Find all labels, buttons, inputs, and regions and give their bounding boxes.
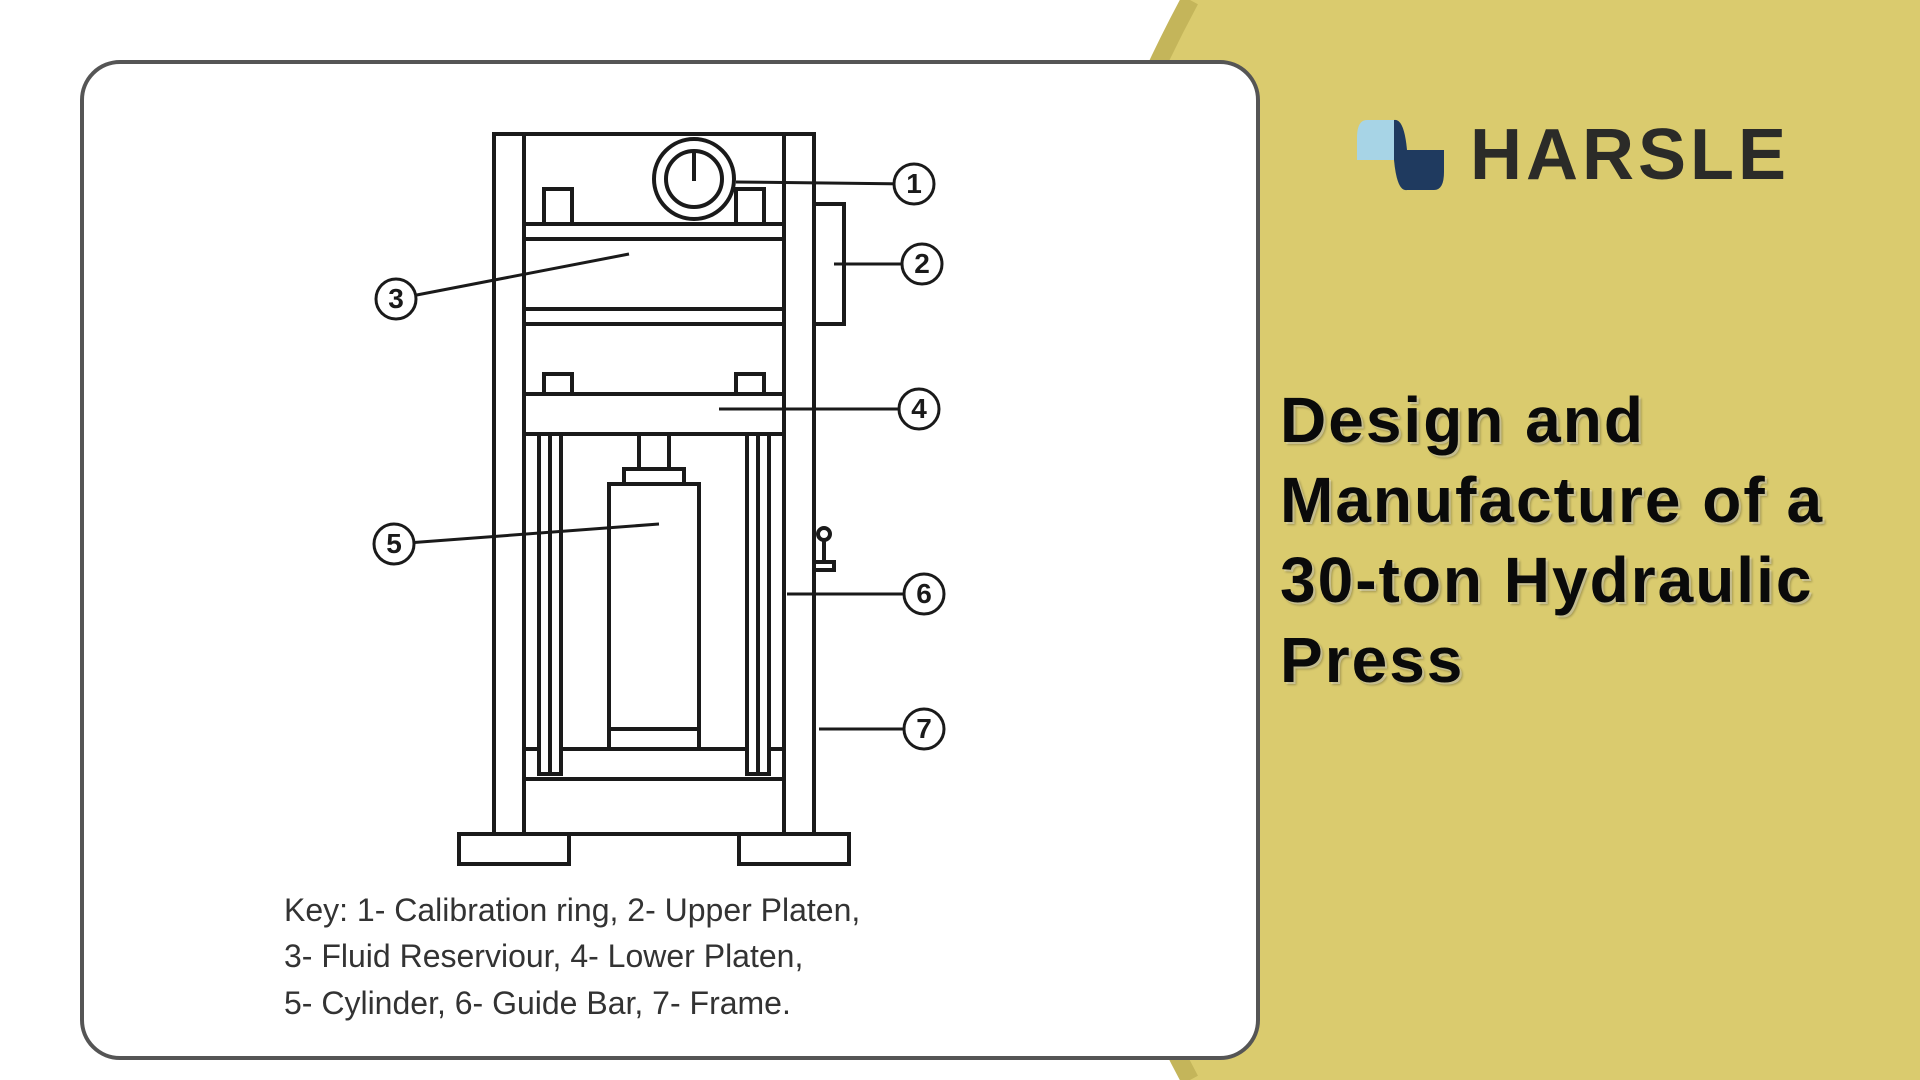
callout-label-2: 2 [914, 248, 930, 279]
callout-label-3: 3 [388, 283, 404, 314]
key-line-1: Key: 1- Calibration ring, 2- Upper Plate… [284, 887, 860, 933]
title-block: Design and Manufacture of a 30-ton Hydra… [1280, 380, 1840, 700]
callout-label-5: 5 [386, 528, 402, 559]
callout-label-7: 7 [916, 713, 932, 744]
key-line-2: 3- Fluid Reserviour, 4- Lower Platen, [284, 933, 860, 979]
hydraulic-press-diagram: 1 2 3 4 5 6 7 [264, 74, 1044, 904]
callout-leader-1 [736, 182, 914, 184]
key-line-3: 5- Cylinder, 6- Guide Bar, 7- Frame. [284, 980, 860, 1026]
brand-name: HARSLE [1470, 114, 1790, 196]
diagram-panel: 1 2 3 4 5 6 7 Key: 1- Calibration ring, 2- Upp… [80, 60, 1260, 1060]
page-title: Design and Manufacture of a 30-ton Hydra… [1280, 380, 1840, 700]
callout-label-1: 1 [906, 168, 922, 199]
callout-label-4: 4 [911, 393, 927, 424]
brand-logo-icon [1352, 110, 1450, 200]
diagram-key: Key: 1- Calibration ring, 2- Upper Plate… [284, 887, 860, 1026]
callout-label-6: 6 [916, 578, 932, 609]
brand-logo: HARSLE [1352, 110, 1790, 200]
